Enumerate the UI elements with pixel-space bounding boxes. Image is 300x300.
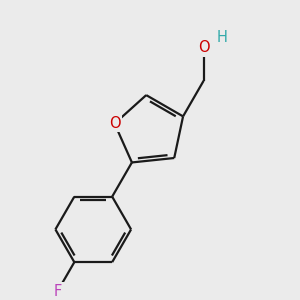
Text: O: O	[198, 40, 209, 56]
Text: H: H	[217, 30, 228, 45]
Text: F: F	[53, 284, 62, 299]
Text: O: O	[109, 116, 120, 131]
